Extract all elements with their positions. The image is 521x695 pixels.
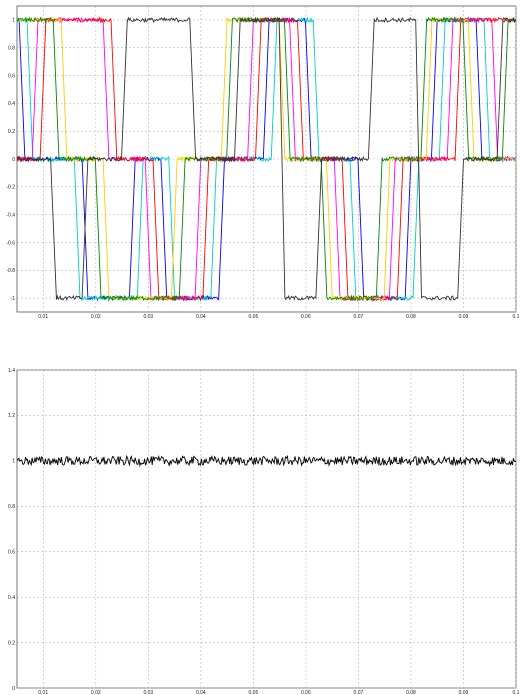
x-tick-label: 0.1 bbox=[513, 690, 520, 695]
y-tick-label: 0.2 bbox=[8, 129, 15, 135]
top-plot: 0.01 0.02 0.03 0.04 0.05 0.06 0.07 0.08 0.09 0.1 1… bbox=[6, 5, 520, 320]
y-tick-label: 0.8 bbox=[8, 504, 15, 510]
y-tick-label: -1 bbox=[11, 296, 16, 302]
series-line bbox=[17, 16, 516, 302]
y-tick-label: 0 bbox=[12, 686, 15, 692]
x-tick-label: 0.03 bbox=[143, 314, 153, 320]
x-tick-label: 0.04 bbox=[196, 690, 206, 695]
y-tick-label: 0.2 bbox=[8, 640, 15, 646]
y-tick-label: 0 bbox=[12, 157, 15, 163]
y-tick-label: 0.4 bbox=[8, 101, 15, 107]
y-tick-label: 0.8 bbox=[8, 46, 15, 52]
x-tick-label: 0.01 bbox=[38, 314, 48, 320]
y-tick-label: -0.8 bbox=[6, 268, 15, 274]
y-tick-label: 0.6 bbox=[8, 550, 15, 556]
series-group bbox=[17, 16, 516, 302]
x-tick-label: 0.08 bbox=[406, 690, 416, 695]
y-tick-label: -0.2 bbox=[6, 185, 15, 191]
y-tick-label: 1.4 bbox=[8, 368, 15, 374]
series-line bbox=[17, 454, 516, 468]
x-tick-label: 0.09 bbox=[459, 314, 469, 320]
x-tick-label: 0.05 bbox=[249, 314, 259, 320]
x-tick-label: 0.06 bbox=[301, 690, 311, 695]
bottom-plot: 0.01 0.02 0.03 0.04 0.05 0.06 0.07 0.08 0.09 0.1 1… bbox=[8, 368, 520, 695]
plot-frame bbox=[16, 369, 517, 689]
x-tick-label: 0.07 bbox=[354, 690, 364, 695]
y-tick-label: 0.4 bbox=[8, 595, 15, 601]
x-tick-label: 0.09 bbox=[459, 690, 469, 695]
y-tick-label: 1.2 bbox=[8, 413, 15, 419]
x-tick-label: 0.03 bbox=[143, 690, 153, 695]
x-tick-label: 0.05 bbox=[249, 690, 259, 695]
x-tick-label: 0.06 bbox=[301, 314, 311, 320]
y-tick-label: 0.6 bbox=[8, 73, 15, 79]
x-tick-label: 0.1 bbox=[513, 314, 520, 320]
series-group bbox=[17, 454, 516, 468]
x-tick-label: 0.04 bbox=[196, 314, 206, 320]
x-tick-label: 0.01 bbox=[38, 690, 48, 695]
x-tick-label: 0.02 bbox=[91, 690, 101, 695]
y-tick-label: -0.4 bbox=[6, 212, 15, 218]
x-tick-label: 0.08 bbox=[406, 314, 416, 320]
y-tick-label: 1 bbox=[12, 18, 15, 24]
x-tick-label: 0.07 bbox=[354, 314, 364, 320]
y-tick-label: 1 bbox=[12, 459, 15, 465]
x-tick-label: 0.02 bbox=[91, 314, 101, 320]
y-tick-label: -0.6 bbox=[6, 240, 15, 246]
